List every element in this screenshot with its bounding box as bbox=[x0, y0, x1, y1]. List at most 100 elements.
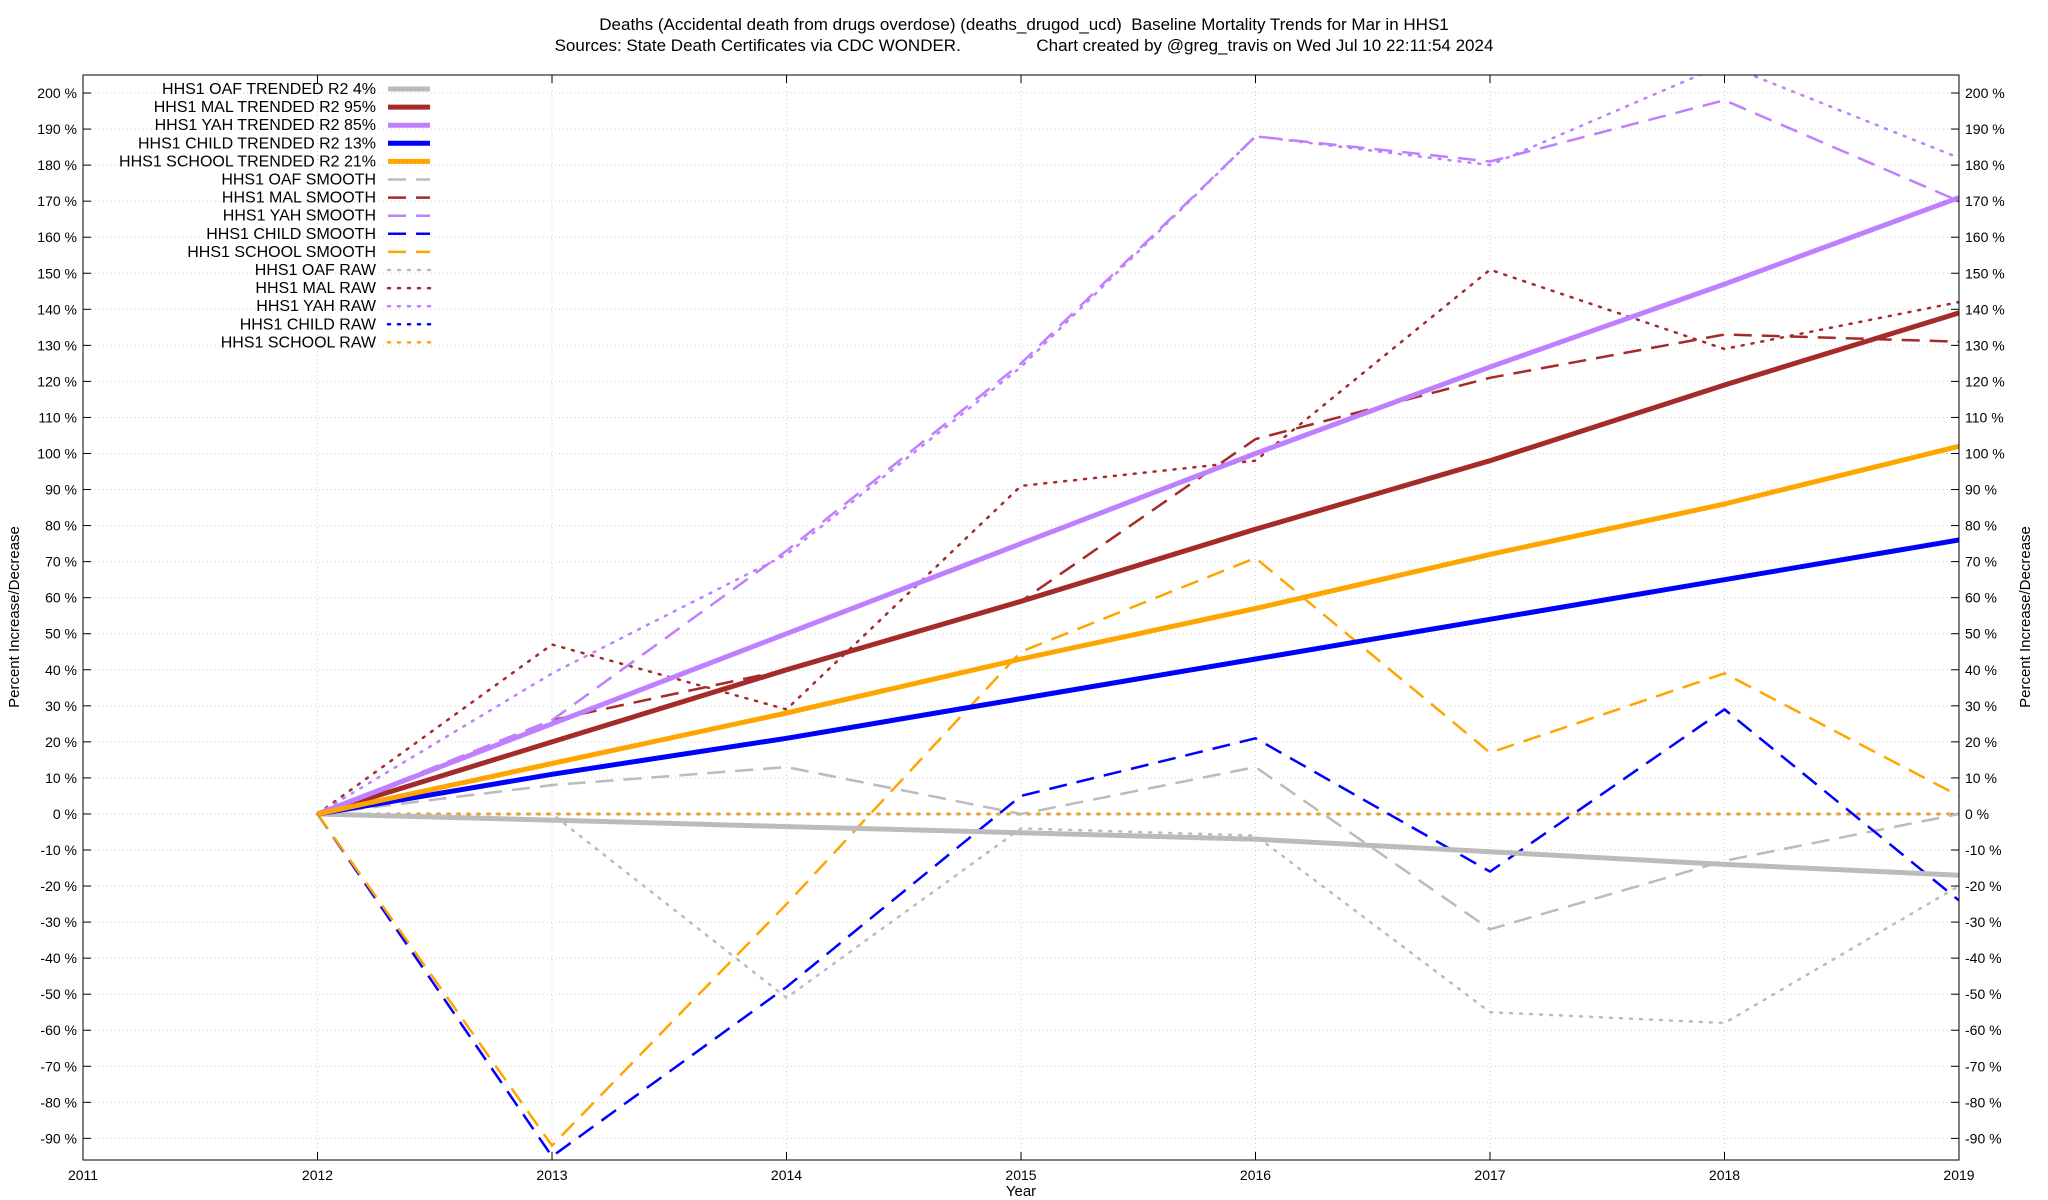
x-tick-label: 2018 bbox=[1709, 1167, 1740, 1183]
series-lines bbox=[316, 75, 1959, 1158]
legend-label: HHS1 CHILD RAW bbox=[240, 316, 377, 333]
series-line-mal-dotted bbox=[316, 268, 1959, 816]
y-tick-label: -60 % bbox=[40, 1022, 77, 1038]
y-tick-label: 150 % bbox=[37, 265, 77, 281]
legend-label: HHS1 YAH SMOOTH bbox=[223, 208, 376, 225]
y-tick-label: -50 % bbox=[40, 986, 77, 1002]
legend-label: HHS1 SCHOOL RAW bbox=[221, 334, 377, 351]
series-line-oaf-solid bbox=[317, 811, 1959, 878]
x-tick-label: 2016 bbox=[1240, 1167, 1271, 1183]
x-tick-label: 2011 bbox=[68, 1167, 98, 1183]
y-tick-label-right: -50 % bbox=[1965, 986, 2002, 1002]
y-tick-label: 30 % bbox=[45, 698, 77, 714]
y-tick-label: 160 % bbox=[37, 229, 77, 245]
chart-title-line1: Deaths (Accidental death from drugs over… bbox=[599, 15, 1448, 34]
y-tick-label: 140 % bbox=[37, 301, 77, 317]
series-line-yah-solid bbox=[316, 195, 1959, 817]
y-tick-label-right: 170 % bbox=[1965, 193, 2005, 209]
y-tick-label: 20 % bbox=[45, 734, 77, 750]
y-tick-label-right: 180 % bbox=[1965, 157, 2005, 173]
legend-label: HHS1 MAL TRENDED R2 95% bbox=[154, 99, 376, 116]
y-tick-label-right: 0 % bbox=[1965, 806, 1989, 822]
series-line-oaf-dashed bbox=[317, 765, 1959, 931]
y-tick-label-right: 70 % bbox=[1965, 554, 1997, 570]
legend-label: HHS1 CHILD SMOOTH bbox=[206, 226, 376, 243]
y-tick-label-right: -90 % bbox=[1965, 1130, 2002, 1146]
y-tick-label: 0 % bbox=[53, 806, 77, 822]
y-tick-label-right: -40 % bbox=[1965, 950, 2002, 966]
x-tick-label: 2014 bbox=[771, 1167, 802, 1183]
legend-label: HHS1 SCHOOL TRENDED R2 21% bbox=[119, 153, 376, 170]
y-tick-label: 120 % bbox=[37, 373, 77, 389]
x-tick-label: 2013 bbox=[536, 1167, 567, 1183]
legend-label: HHS1 CHILD TRENDED R2 13% bbox=[138, 135, 376, 152]
legend: HHS1 OAF TRENDED R2 4%HHS1 MAL TRENDED R… bbox=[119, 81, 432, 351]
legend-label: HHS1 MAL SMOOTH bbox=[222, 190, 376, 207]
series-line-mal-solid bbox=[316, 310, 1959, 817]
y-tick-label-right: 50 % bbox=[1965, 626, 1997, 642]
legend-label: HHS1 MAL RAW bbox=[255, 280, 377, 297]
y-tick-label-right: 90 % bbox=[1965, 482, 1997, 498]
y-tick-label-right: 130 % bbox=[1965, 337, 2005, 353]
y-tick-label-right: 110 % bbox=[1965, 409, 2004, 425]
y-tick-label: 100 % bbox=[37, 445, 77, 461]
y-tick-label: 80 % bbox=[45, 518, 77, 534]
y-tick-label-right: 140 % bbox=[1965, 301, 2005, 317]
x-tick-label: 2019 bbox=[1943, 1167, 1974, 1183]
y-tick-label: 40 % bbox=[45, 662, 77, 678]
y-tick-label-right: 60 % bbox=[1965, 590, 1997, 606]
legend-label: HHS1 OAF TRENDED R2 4% bbox=[162, 81, 376, 98]
legend-label: HHS1 OAF SMOOTH bbox=[221, 172, 376, 189]
y-tick-label: -80 % bbox=[40, 1094, 77, 1110]
series-line-mal-dashed bbox=[317, 333, 1959, 816]
series-line-yah-dashed bbox=[317, 98, 1959, 816]
y-tick-label: 180 % bbox=[37, 157, 77, 173]
y-axis-label-right: Percent Increase/Decrease bbox=[2017, 526, 2034, 708]
y-axis-label-left: Percent Increase/Decrease bbox=[6, 526, 23, 708]
series-line-oaf-dotted bbox=[316, 812, 1959, 1025]
legend-label: HHS1 YAH TRENDED R2 85% bbox=[155, 117, 376, 134]
series-line-child-solid bbox=[317, 537, 1959, 817]
y-tick-label-right: -80 % bbox=[1965, 1094, 2002, 1110]
y-tick-label: 200 % bbox=[37, 85, 77, 101]
y-tick-label: -70 % bbox=[40, 1058, 77, 1074]
y-tick-label: 190 % bbox=[37, 121, 77, 137]
y-tick-label: 110 % bbox=[38, 409, 77, 425]
y-tick-label: -90 % bbox=[40, 1130, 77, 1146]
y-tick-label-right: -30 % bbox=[1965, 914, 2002, 930]
y-tick-label-right: 20 % bbox=[1965, 734, 1997, 750]
y-tick-label: -10 % bbox=[40, 842, 77, 858]
y-tick-label-right: 160 % bbox=[1965, 229, 2005, 245]
y-tick-label: -40 % bbox=[40, 950, 77, 966]
y-tick-label: -30 % bbox=[40, 914, 77, 930]
y-tick-label-right: 120 % bbox=[1965, 373, 2005, 389]
y-tick-label-right: -10 % bbox=[1965, 842, 2002, 858]
plot-frame bbox=[82, 74, 1960, 1161]
chart-title-line2: Sources: State Death Certificates via CD… bbox=[555, 36, 1494, 55]
y-tick-label-right: 200 % bbox=[1965, 85, 2005, 101]
y-tick-label-right: 10 % bbox=[1965, 770, 1997, 786]
y-tick-label-right: 150 % bbox=[1965, 265, 2005, 281]
axis-ticks: -90 % -90 % -80 % -80 % -70 % -70 % -60 % -60 %… bbox=[37, 75, 2005, 1183]
series-line-child-dashed bbox=[316, 708, 1959, 1158]
x-axis-label: Year bbox=[1006, 1183, 1036, 1200]
legend-label: HHS1 SCHOOL SMOOTH bbox=[187, 244, 376, 261]
y-tick-label-right: 80 % bbox=[1965, 518, 1997, 534]
y-tick-label: 90 % bbox=[45, 482, 77, 498]
x-tick-label: 2015 bbox=[1005, 1167, 1036, 1183]
y-tick-label: -20 % bbox=[40, 878, 77, 894]
series-line-school-solid bbox=[316, 443, 1959, 817]
y-tick-label-right: -60 % bbox=[1965, 1022, 2002, 1038]
legend-label: HHS1 YAH RAW bbox=[256, 298, 377, 315]
y-tick-label: 130 % bbox=[37, 337, 77, 353]
y-tick-label-right: 40 % bbox=[1965, 662, 1997, 678]
y-tick-label-right: 100 % bbox=[1965, 445, 2005, 461]
y-tick-label-right: 30 % bbox=[1965, 698, 1997, 714]
x-tick-label: 2017 bbox=[1474, 1167, 1505, 1183]
y-tick-label: 70 % bbox=[45, 554, 77, 570]
legend-label: HHS1 OAF RAW bbox=[255, 262, 377, 279]
y-tick-label-right: -20 % bbox=[1965, 878, 2002, 894]
y-tick-label-right: 190 % bbox=[1965, 121, 2005, 137]
x-tick-label: 2012 bbox=[302, 1167, 333, 1183]
